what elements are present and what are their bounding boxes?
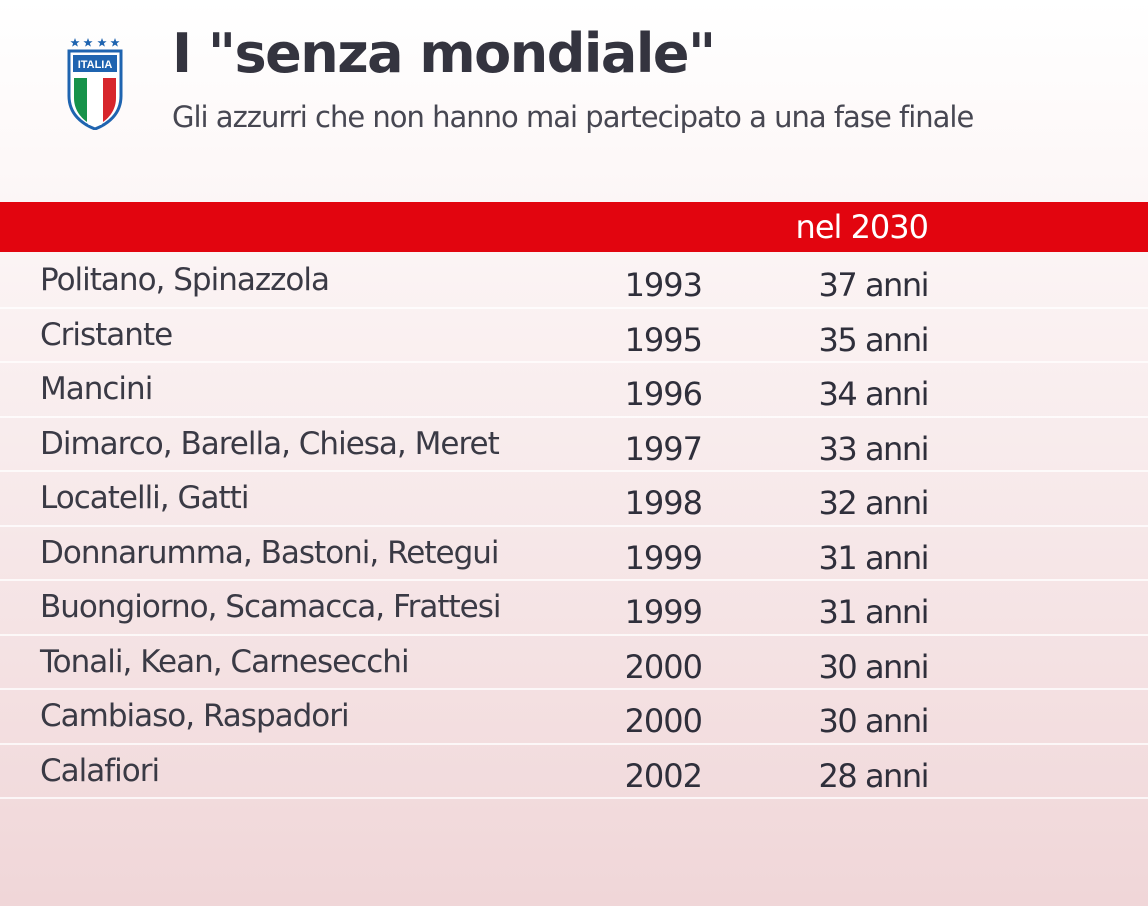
table-row: Calafiori 2002 28 anni (0, 745, 1148, 799)
table-row: Mancini 1996 34 anni (0, 363, 1148, 418)
age-in-2030: 31 anni (818, 538, 930, 577)
table-header-bar: nel 2030 (0, 202, 1148, 252)
age-in-2030: 35 anni (818, 320, 930, 359)
age-in-2030: 33 anni (818, 429, 930, 468)
table-row: Donnarumma, Bastoni, Retegui 1999 31 ann… (0, 527, 1148, 581)
player-names: Mancini (40, 371, 153, 407)
birth-year: 2000 (624, 702, 703, 740)
player-names: Calafiori (40, 752, 160, 789)
birth-year: 1995 (624, 320, 703, 359)
header: ITALIA I "senza mondiale" Gli azzurri ch… (0, 0, 1148, 200)
table-row: Cristante 1995 35 anni (0, 309, 1148, 363)
age-in-2030: 30 anni (818, 647, 930, 686)
age-in-2030: 31 anni (818, 593, 930, 631)
birth-year: 2002 (624, 756, 703, 795)
table-row: Dimarco, Barella, Chiesa, Meret 1997 33 … (0, 418, 1148, 472)
player-names: Cristante (40, 316, 173, 353)
page-title: I "senza mondiale" (172, 22, 716, 85)
table-row: Cambiaso, Raspadori 2000 30 anni (0, 690, 1148, 745)
table-row: Politano, Spinazzola 1993 37 anni (0, 254, 1148, 309)
birth-year: 2000 (624, 647, 703, 686)
birth-year: 1999 (624, 593, 703, 631)
player-names: Cambiaso, Raspadori (40, 698, 350, 734)
birth-year: 1997 (624, 429, 703, 468)
player-names: Dimarco, Barella, Chiesa, Meret (40, 425, 500, 462)
birth-year: 1999 (624, 538, 703, 577)
player-names: Locatelli, Gatti (40, 480, 249, 516)
birth-year: 1996 (624, 375, 703, 413)
birth-year: 1998 (624, 484, 703, 522)
age-column-header: nel 2030 (795, 208, 929, 246)
age-in-2030: 28 anni (818, 756, 930, 795)
player-names: Politano, Spinazzola (40, 262, 330, 298)
table-row: Buongiorno, Scamacca, Frattesi 1999 31 a… (0, 581, 1148, 636)
crest-label: ITALIA (78, 59, 113, 71)
age-in-2030: 32 anni (818, 484, 930, 522)
page-subtitle: Gli azzurri che non hanno mai partecipat… (172, 100, 974, 134)
italia-crest-icon: ITALIA (67, 38, 123, 130)
player-names: Tonali, Kean, Carnesecchi (40, 643, 410, 680)
age-in-2030: 30 anni (818, 702, 930, 740)
table-row: Locatelli, Gatti 1998 32 anni (0, 472, 1148, 527)
player-names: Donnarumma, Bastoni, Retegui (40, 534, 500, 571)
players-table: Politano, Spinazzola 1993 37 anni Crista… (0, 254, 1148, 799)
age-in-2030: 34 anni (818, 375, 930, 413)
age-in-2030: 37 anni (818, 266, 930, 304)
player-names: Buongiorno, Scamacca, Frattesi (40, 589, 501, 625)
table-row: Tonali, Kean, Carnesecchi 2000 30 anni (0, 636, 1148, 690)
birth-year: 1993 (624, 266, 703, 304)
